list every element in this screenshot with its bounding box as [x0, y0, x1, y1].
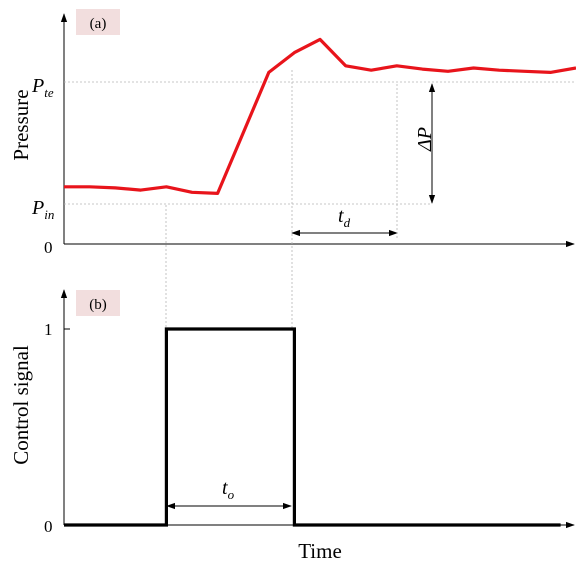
delay-label: td	[338, 205, 351, 230]
panel-b-label: (b)	[89, 297, 107, 313]
panel-b-tag	[76, 290, 120, 316]
y-tick-label-zero: 0	[44, 238, 53, 257]
control-series-line	[64, 327, 561, 527]
y-tick-label-zero-b: 0	[44, 517, 53, 536]
panel-a: (a) Pressure Pte Pin 0 ΔP td	[9, 9, 576, 257]
panel-a-tag	[76, 9, 120, 35]
y-tick-label-pte: Pte	[31, 75, 54, 100]
y-tick-label-pin: Pin	[31, 197, 54, 222]
x-axis-label: Time	[298, 539, 342, 563]
y-tick-label-one: 1	[44, 320, 53, 339]
pressure-series-line	[64, 37, 576, 195]
panel-b: (b) Control signal 1 0 to Time	[9, 289, 575, 563]
delta-p-label: ΔP	[414, 127, 436, 152]
duration-label: to	[222, 477, 235, 502]
panel-a-y-label: Pressure	[9, 89, 33, 160]
panel-b-y-label: Control signal	[9, 345, 33, 465]
panel-a-label: (a)	[90, 16, 107, 32]
